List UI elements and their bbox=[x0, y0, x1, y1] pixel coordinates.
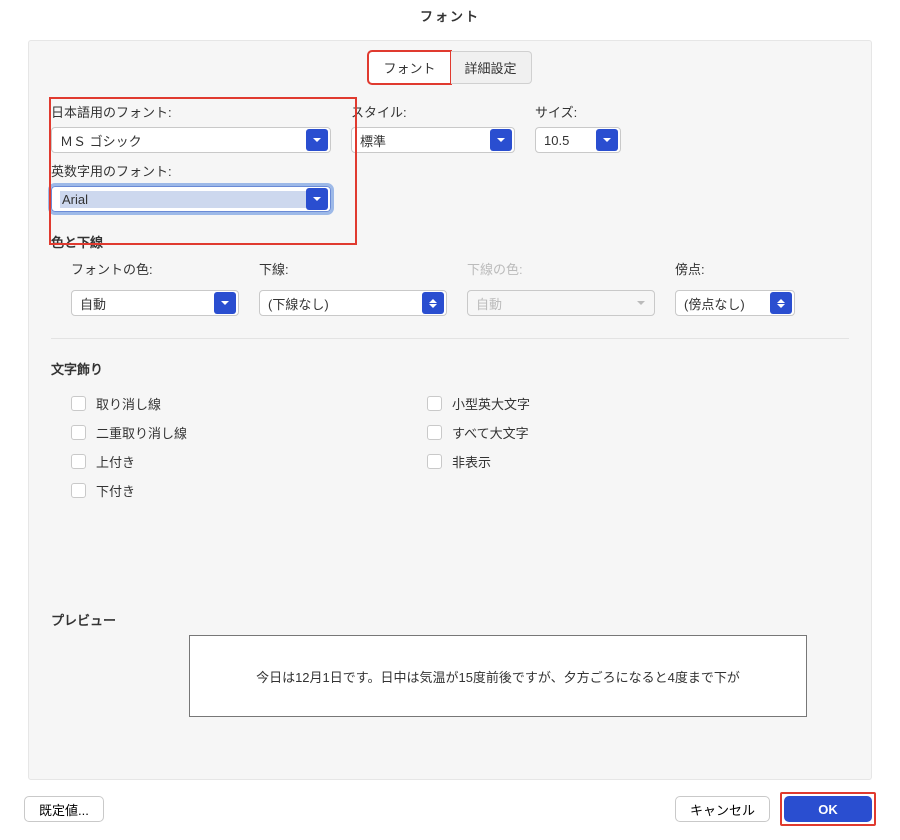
font-fields: 日本語用のフォント: ＭＳ ゴシック スタイル: 標準 サイズ: bbox=[29, 84, 871, 212]
emphasis-combo[interactable]: (傍点なし) bbox=[675, 290, 795, 316]
size-combo[interactable]: 10.5 bbox=[535, 127, 621, 153]
chevron-down-icon bbox=[596, 129, 618, 151]
style-label: スタイル: bbox=[351, 102, 515, 121]
font-dialog: フォント フォント 詳細設定 日本語用のフォント: ＭＳ ゴシック スタイル: bbox=[0, 0, 900, 840]
size-value: 10.5 bbox=[544, 133, 596, 148]
check-hidden[interactable]: 非表示 bbox=[427, 452, 530, 471]
style-value: 標準 bbox=[360, 131, 490, 150]
divider bbox=[51, 338, 849, 339]
japanese-font-value: ＭＳ ゴシック bbox=[60, 131, 306, 150]
decor-checkboxes: 取り消し線 二重取り消し線 上付き 下付き 小型英大文字 すべて大文字 非表示 bbox=[29, 386, 871, 500]
check-subscript[interactable]: 下付き bbox=[71, 481, 187, 500]
preview-text: 今日は12月1日です。日中は気温が15度前後ですが、夕方ごろになると4度まで下が bbox=[256, 667, 740, 686]
decor-col-right: 小型英大文字 すべて大文字 非表示 bbox=[427, 394, 530, 500]
emphasis-value: (傍点なし) bbox=[684, 294, 770, 313]
underline-color-combo: 自動 bbox=[467, 290, 655, 316]
underline-color-label: 下線の色: bbox=[467, 259, 655, 278]
chevron-down-icon bbox=[490, 129, 512, 151]
style-combo[interactable]: 標準 bbox=[351, 127, 515, 153]
latin-font-combo[interactable]: Arial bbox=[51, 186, 331, 212]
tab-advanced[interactable]: 詳細設定 bbox=[451, 51, 532, 84]
decor-section-title: 文字飾り bbox=[51, 359, 871, 378]
tab-font[interactable]: フォント bbox=[368, 51, 450, 84]
check-allcaps[interactable]: すべて大文字 bbox=[427, 423, 530, 442]
chevron-down-icon bbox=[306, 129, 328, 151]
color-underline-section-title: 色と下線 bbox=[51, 232, 871, 251]
underline-value: (下線なし) bbox=[268, 294, 422, 313]
latin-font-label: 英数字用のフォント: bbox=[51, 161, 331, 180]
latin-font-value: Arial bbox=[60, 191, 306, 208]
chevron-down-icon bbox=[306, 188, 328, 210]
bottom-bar: 既定値... キャンセル OK bbox=[24, 792, 876, 826]
content-frame: フォント 詳細設定 日本語用のフォント: ＭＳ ゴシック スタイル: 標準 bbox=[28, 40, 872, 780]
tabbar: フォント 詳細設定 bbox=[29, 51, 871, 84]
default-button[interactable]: 既定値... bbox=[24, 796, 104, 822]
font-color-value: 自動 bbox=[80, 294, 214, 313]
underline-combo[interactable]: (下線なし) bbox=[259, 290, 447, 316]
underline-label: 下線: bbox=[259, 259, 447, 278]
size-label: サイズ: bbox=[535, 102, 621, 121]
underline-color-value: 自動 bbox=[476, 294, 630, 313]
highlight-ok: OK bbox=[780, 792, 876, 826]
japanese-font-label: 日本語用のフォント: bbox=[51, 102, 331, 121]
decor-col-left: 取り消し線 二重取り消し線 上付き 下付き bbox=[71, 394, 187, 500]
font-color-combo[interactable]: 自動 bbox=[71, 290, 239, 316]
chevron-down-icon bbox=[630, 292, 652, 314]
check-strikethrough[interactable]: 取り消し線 bbox=[71, 394, 187, 413]
stepper-icon bbox=[770, 292, 792, 314]
check-double-strike[interactable]: 二重取り消し線 bbox=[71, 423, 187, 442]
color-underline-row: フォントの色: 自動 下線: (下線なし) 下線の色: bbox=[29, 259, 871, 330]
cancel-button[interactable]: キャンセル bbox=[675, 796, 770, 822]
preview-box: 今日は12月1日です。日中は気温が15度前後ですが、夕方ごろになると4度まで下が bbox=[189, 635, 807, 717]
stepper-icon bbox=[422, 292, 444, 314]
chevron-down-icon bbox=[214, 292, 236, 314]
check-smallcaps[interactable]: 小型英大文字 bbox=[427, 394, 530, 413]
emphasis-label: 傍点: bbox=[675, 259, 795, 278]
check-superscript[interactable]: 上付き bbox=[71, 452, 187, 471]
dialog-title: フォント bbox=[0, 0, 900, 30]
font-color-label: フォントの色: bbox=[71, 259, 239, 278]
preview-section-title: プレビュー bbox=[51, 610, 871, 629]
ok-button[interactable]: OK bbox=[784, 796, 872, 822]
japanese-font-combo[interactable]: ＭＳ ゴシック bbox=[51, 127, 331, 153]
